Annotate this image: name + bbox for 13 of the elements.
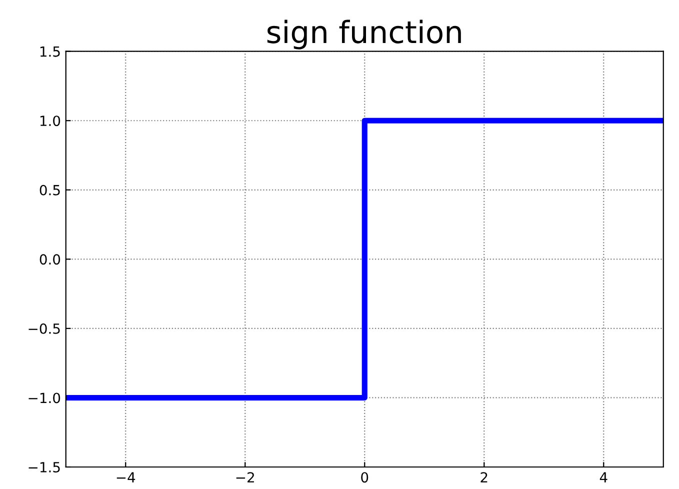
y-tick-label: 0.5 [40, 184, 60, 196]
x-tick-label: 4 [600, 472, 608, 482]
y-tick-label: 0.0 [40, 254, 60, 265]
x-tick-label: −2 [236, 472, 254, 482]
y-tick-label: 1.0 [40, 116, 60, 126]
x-tick-label: −4 [116, 472, 136, 482]
y-tick-label: −1.5 [28, 462, 60, 472]
y-tick-label: 1.5 [40, 46, 60, 57]
x-tick-label: 2 [480, 472, 488, 482]
x-tick-label: 0 [361, 472, 368, 483]
y-tick-label: −1.0 [28, 392, 60, 404]
y-tick-label: −0.5 [28, 323, 60, 334]
chart-title: sign function [267, 20, 461, 50]
